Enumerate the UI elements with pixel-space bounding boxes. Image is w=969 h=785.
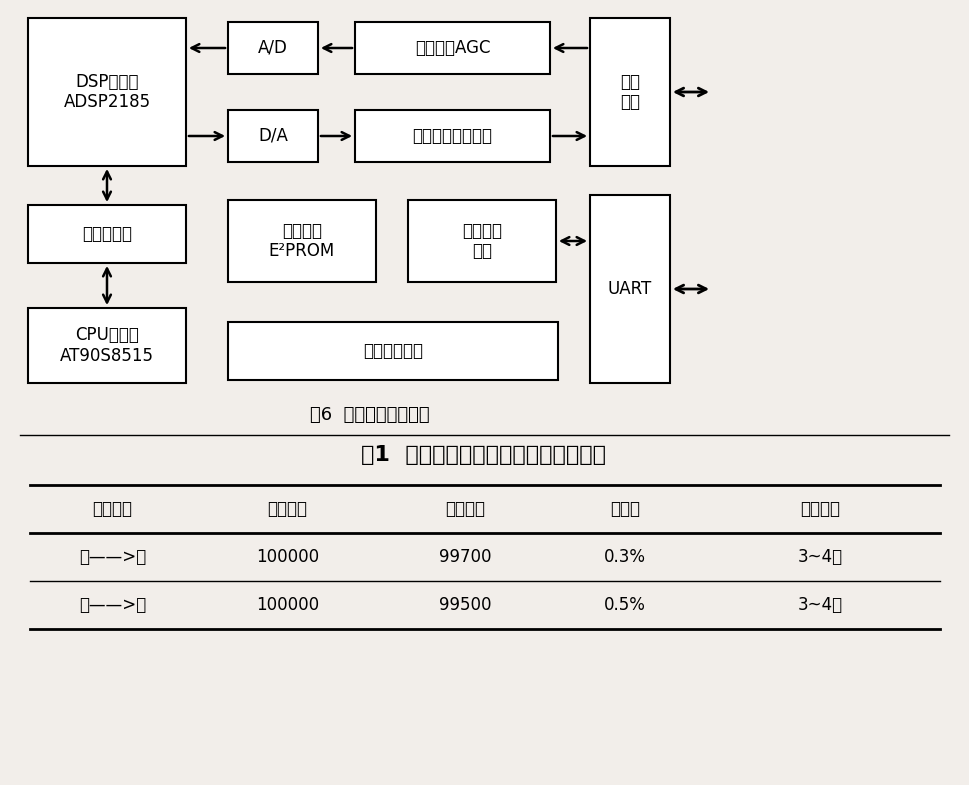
Text: 模拟滤波AGC: 模拟滤波AGC <box>415 39 490 57</box>
Text: 99700: 99700 <box>439 548 491 566</box>
Text: 0.5%: 0.5% <box>604 596 646 614</box>
Text: 话音质量: 话音质量 <box>800 500 840 518</box>
Text: 接收数据: 接收数据 <box>445 500 485 518</box>
Text: 通信方向: 通信方向 <box>92 500 133 518</box>
Bar <box>590 18 670 166</box>
Text: 电源管理电路: 电源管理电路 <box>363 342 423 360</box>
Text: 100000: 100000 <box>256 548 319 566</box>
Text: 电台
接口: 电台 接口 <box>620 72 640 111</box>
Bar <box>28 18 186 166</box>
Bar <box>228 110 318 162</box>
Text: 发送数据: 发送数据 <box>267 500 307 518</box>
Text: 99500: 99500 <box>439 596 491 614</box>
Text: 表1  全双工无线数传电台语音实验参数: 表1 全双工无线数传电台语音实验参数 <box>361 445 607 465</box>
Text: D/A: D/A <box>258 127 288 145</box>
Bar <box>408 200 556 282</box>
Bar <box>28 308 186 383</box>
Text: 逻辑控制
电路: 逻辑控制 电路 <box>462 221 502 261</box>
Text: 100000: 100000 <box>256 596 319 614</box>
Bar <box>590 195 670 383</box>
Text: DSP子系统
ADSP2185: DSP子系统 ADSP2185 <box>63 72 150 111</box>
Text: CPU子系统
AT90S8515: CPU子系统 AT90S8515 <box>60 326 154 365</box>
Text: 3~4分: 3~4分 <box>797 596 843 614</box>
Text: 模拟滤波电平调整: 模拟滤波电平调整 <box>413 127 492 145</box>
Bar <box>228 22 318 74</box>
Text: 0.3%: 0.3% <box>604 548 646 566</box>
Text: 图6  基带单元原理框图: 图6 基带单元原理框图 <box>310 406 430 424</box>
Text: A/D: A/D <box>258 39 288 57</box>
Bar <box>228 200 376 282</box>
Text: 乙——>甲: 乙——>甲 <box>78 596 146 614</box>
Text: UART: UART <box>608 280 652 298</box>
Text: 3~4分: 3~4分 <box>797 548 843 566</box>
Text: 丢包率: 丢包率 <box>610 500 640 518</box>
Text: 数据存储器: 数据存储器 <box>82 225 132 243</box>
Bar <box>355 110 550 162</box>
Bar <box>228 322 558 380</box>
Text: 监控电路
E²PROM: 监控电路 E²PROM <box>268 221 335 261</box>
Bar <box>28 205 186 263</box>
Bar <box>355 22 550 74</box>
Text: 甲——>乙: 甲——>乙 <box>78 548 146 566</box>
